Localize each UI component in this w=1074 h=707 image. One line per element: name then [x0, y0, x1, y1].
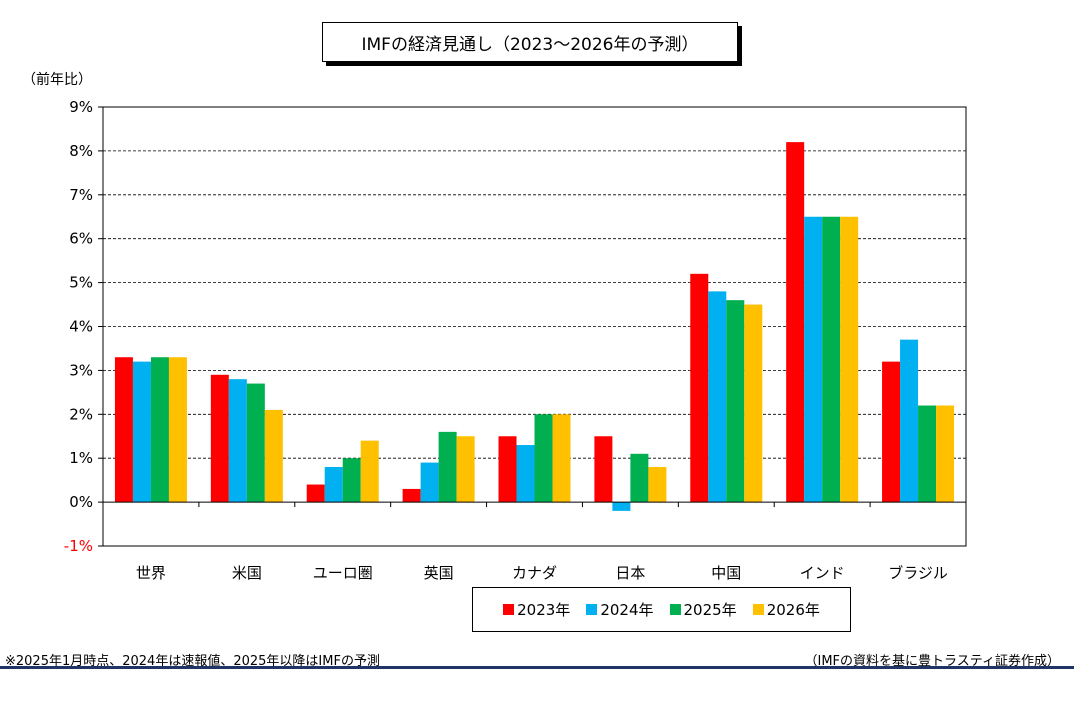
bar-2026年: [168, 357, 187, 503]
bar-2025年: [726, 300, 745, 503]
bar-2025年: [438, 431, 457, 503]
bar-2026年: [648, 466, 667, 503]
legend-label: 2025年: [683, 601, 737, 619]
x-category-label: ユーロ圏: [313, 564, 373, 582]
y-tick-label: 8%: [69, 142, 93, 160]
y-axis-unit-label: （前年比）: [22, 72, 92, 88]
legend-swatch: [586, 604, 598, 615]
y-tick-label: 7%: [69, 186, 93, 204]
y-tick-label: 4%: [69, 318, 93, 336]
axes: [98, 106, 967, 547]
bar-2023年: [882, 361, 901, 503]
bar-2024年: [900, 339, 919, 503]
bar-2026年: [840, 216, 859, 503]
legend-item: 2024年: [586, 599, 654, 620]
bar-2025年: [822, 216, 841, 503]
x-category-label: 世界: [136, 564, 166, 582]
bar-chart: -1% 0% 1% 2% 3% 4% 5% 6% 7% 8% 9% 世界 米国 ユーロ圏 英国 カナダ 日本 中国…: [64, 98, 967, 582]
x-category-label: 英国: [424, 564, 454, 582]
bars: [114, 142, 955, 511]
bar-2025年: [150, 357, 169, 503]
legend: 2023年 2024年 2025年 2026年: [472, 587, 851, 632]
bar-2025年: [342, 458, 361, 503]
bar-2023年: [594, 436, 613, 503]
legend-swatch: [669, 604, 681, 615]
x-category-label: ブラジル: [888, 564, 948, 582]
legend-label: 2024年: [600, 601, 654, 619]
footnote: ※2025年1月時点、2024年は速報値、2025年以降はIMFの予測: [5, 654, 380, 669]
bar-2025年: [246, 383, 265, 503]
bar-2026年: [360, 440, 379, 503]
bar-2024年: [324, 466, 343, 503]
bar-2026年: [264, 409, 283, 503]
bar-2025年: [918, 405, 937, 503]
bar-2023年: [402, 488, 421, 503]
y-tick-label: 6%: [69, 230, 93, 248]
bar-2024年: [708, 291, 727, 503]
bar-2023年: [786, 142, 805, 503]
y-tick-label: 2%: [69, 405, 93, 423]
legend-swatch: [752, 604, 764, 615]
bar-2026年: [744, 304, 763, 503]
bar-2025年: [630, 453, 649, 503]
x-category-label: インド: [800, 564, 845, 582]
legend-item: 2025年: [669, 599, 737, 620]
y-tick-label: 1%: [69, 449, 93, 467]
bar-2023年: [114, 357, 133, 503]
x-category-label: カナダ: [512, 564, 557, 582]
legend-item: 2023年: [503, 599, 570, 620]
y-tick-label: -1%: [64, 537, 93, 555]
bar-2024年: [228, 379, 247, 503]
legend-item: 2026年: [752, 599, 820, 620]
bar-2025年: [534, 414, 553, 503]
bar-2024年: [132, 361, 151, 503]
x-category-label: 日本: [615, 564, 645, 582]
bar-2024年: [516, 445, 535, 503]
y-tick-label: 5%: [69, 274, 93, 292]
bar-2024年: [420, 462, 439, 503]
legend-swatch: [503, 604, 515, 615]
x-category-label: 中国: [711, 564, 741, 582]
chart-title: IMFの経済見通し（2023～2026年の予測）: [322, 22, 738, 62]
bar-2023年: [690, 273, 709, 503]
legend-label: 2026年: [766, 601, 820, 619]
bottom-rule: [0, 666, 1074, 669]
legend-label: 2023年: [517, 601, 571, 619]
bar-2026年: [552, 414, 571, 503]
bar-2023年: [306, 484, 325, 503]
bar-2023年: [210, 374, 229, 503]
y-tick-label: 3%: [69, 361, 93, 379]
y-tick-label: 9%: [69, 98, 93, 116]
source-note: （IMFの資料を基に豊トラスティ証券作成）: [804, 654, 1061, 669]
axis-labels: -1% 0% 1% 2% 3% 4% 5% 6% 7% 8% 9% 世界 米国 ユーロ圏 英国 カナダ 日本 中国…: [64, 98, 948, 582]
bar-2026年: [936, 405, 955, 503]
bar-2023年: [498, 436, 517, 503]
bar-2024年: [612, 502, 631, 511]
y-tick-label: 0%: [69, 493, 93, 511]
bar-2026年: [456, 436, 475, 503]
bar-2024年: [804, 216, 823, 503]
x-category-label: 米国: [232, 564, 262, 582]
